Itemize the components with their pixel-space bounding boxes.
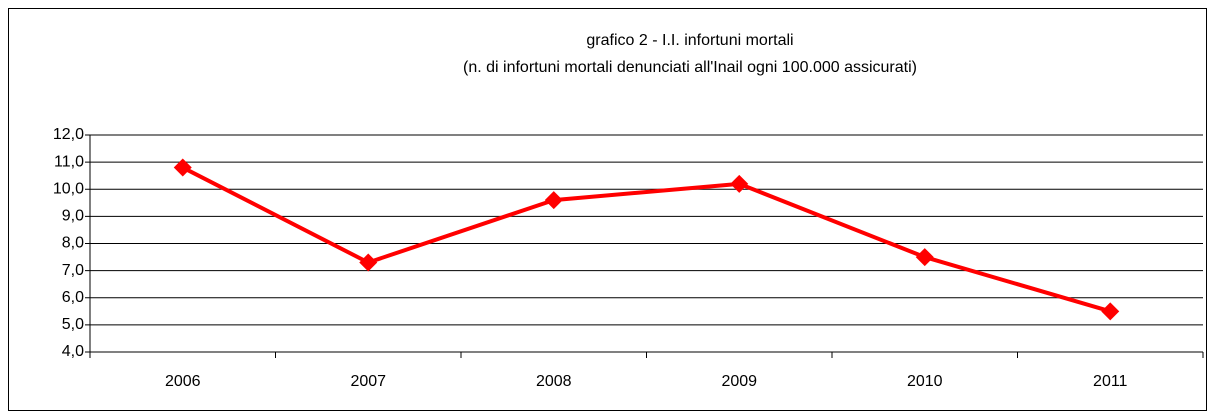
- x-tick-label: 2009: [721, 373, 757, 390]
- x-tick-label: 2011: [1093, 373, 1128, 390]
- y-tick-label: 10,0: [53, 180, 84, 197]
- x-tick-label: 2008: [536, 373, 572, 390]
- line: [181, 165, 1111, 314]
- y-tick-label: 9,0: [62, 208, 84, 225]
- y-tick-label: 6,0: [62, 289, 84, 306]
- y-tick-label: 12,0: [53, 126, 84, 143]
- marker: [1101, 302, 1120, 321]
- marker: [173, 158, 192, 177]
- x-tick-label: 2006: [165, 373, 201, 390]
- chart-subtitle: (n. di infortuni mortali denunciati all'…: [463, 59, 917, 76]
- marker: [730, 174, 749, 193]
- marker: [544, 191, 563, 210]
- chart-border: [8, 8, 1207, 411]
- x-tick-label: 2007: [350, 373, 386, 390]
- y-tick-label: 4,0: [62, 343, 84, 360]
- y-tick-label: 8,0: [62, 235, 84, 252]
- x-tick-label: 2010: [907, 373, 943, 390]
- chart-title: grafico 2 - I.I. infortuni mortali: [586, 32, 793, 49]
- y-tick-label: 7,0: [62, 262, 84, 279]
- y-tick-label: 5,0: [62, 316, 84, 333]
- marker: [359, 253, 378, 272]
- y-tick-label: 11,0: [54, 153, 84, 170]
- marker: [915, 248, 934, 267]
